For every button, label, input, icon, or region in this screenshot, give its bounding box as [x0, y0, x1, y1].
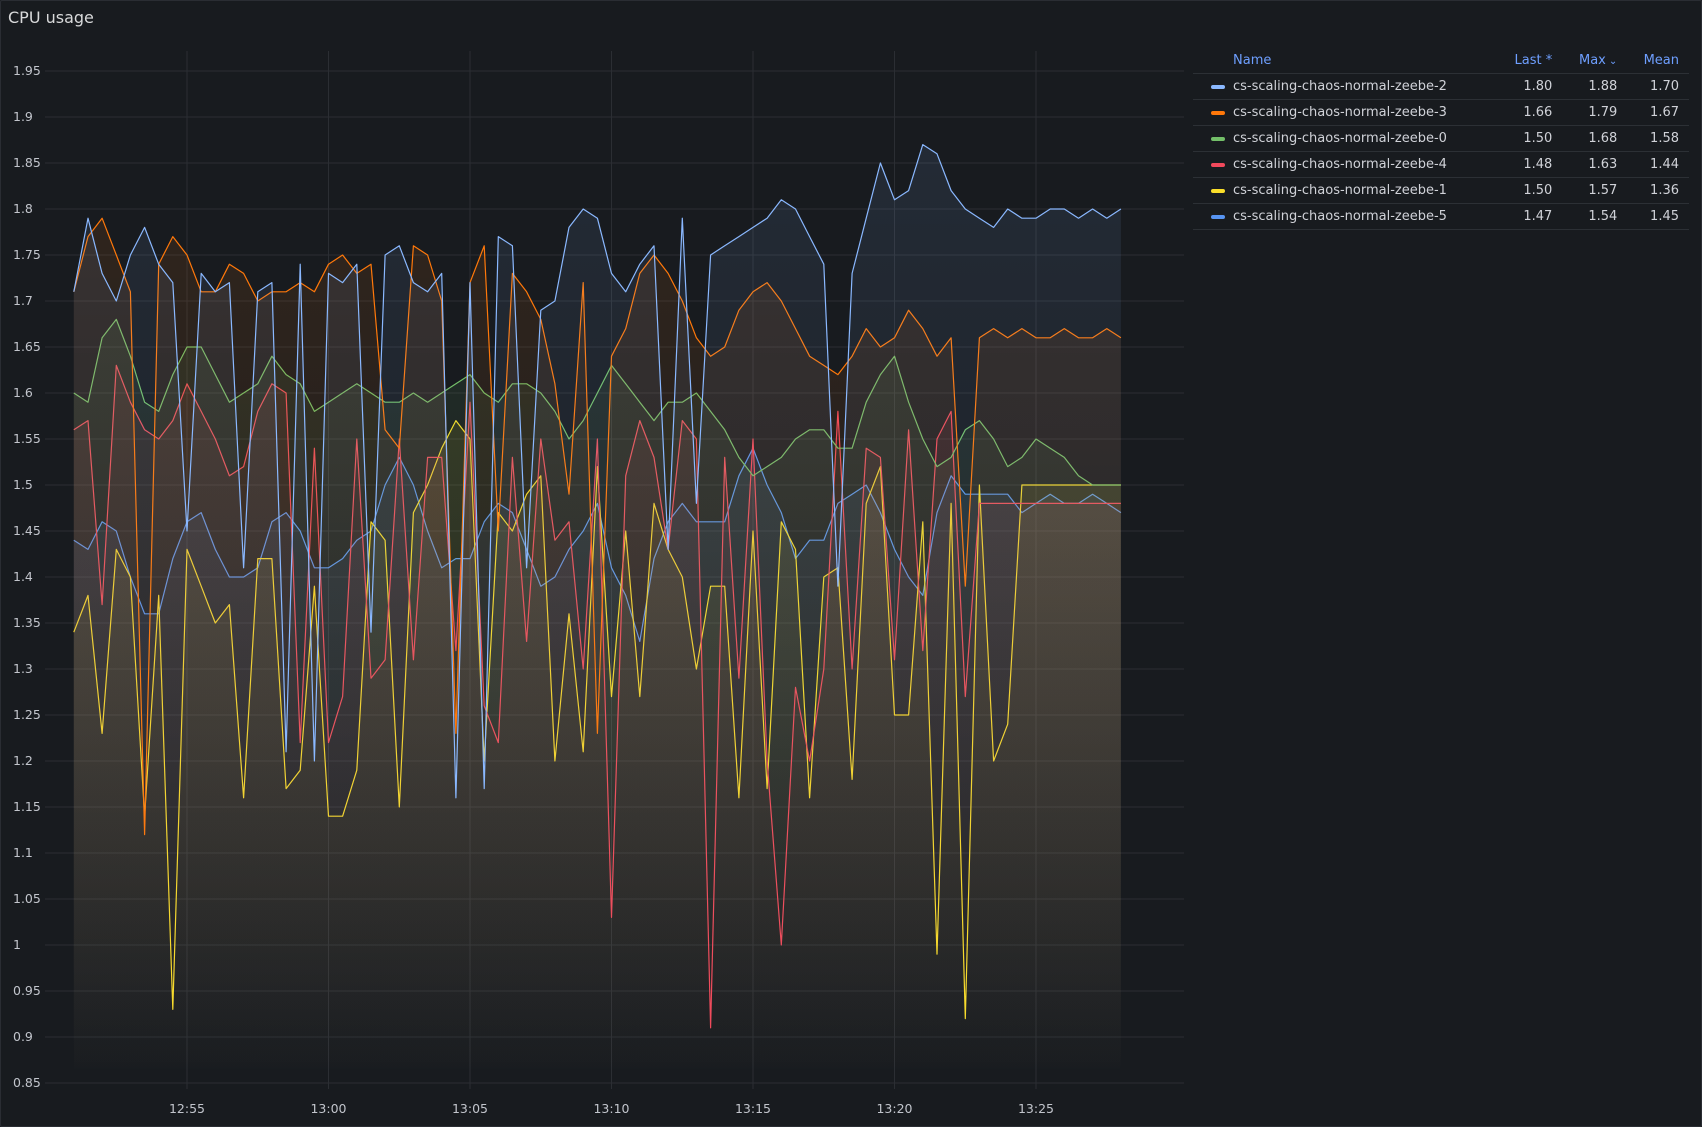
- legend-mean-value: 1.45: [1627, 203, 1689, 230]
- legend-header-max-label: Max: [1578, 52, 1606, 68]
- y-tick-label: 1.25: [13, 707, 41, 722]
- y-tick-label: 1.6: [13, 385, 33, 400]
- series-color-swatch[interactable]: [1211, 188, 1225, 193]
- legend-max-value: 1.57: [1562, 177, 1628, 204]
- y-tick-label: 1.65: [13, 339, 41, 354]
- legend-row[interactable]: cs-scaling-chaos-normal-zeebe-4 1.48 1.63 1…: [1193, 151, 1689, 178]
- legend-mean-value: 1.67: [1627, 99, 1689, 126]
- cpu-usage-chart[interactable]: 1.95 1.9 1.85 1.8 1.75 1.7 1.65 1.6 1.55 1.5 1.45 1…: [1, 1, 1191, 1126]
- legend-series-name[interactable]: cs-scaling-chaos-normal-zeebe-2: [1193, 73, 1498, 100]
- legend-mean-value: 1.70: [1627, 73, 1689, 100]
- legend-row[interactable]: cs-scaling-chaos-normal-zeebe-2 1.80 1.88 1…: [1193, 73, 1689, 100]
- legend-row[interactable]: cs-scaling-chaos-normal-zeebe-0 1.50 1.68 1…: [1193, 125, 1689, 152]
- legend-header-name[interactable]: Name: [1193, 47, 1498, 74]
- legend-max-value: 1.54: [1562, 203, 1628, 230]
- series-color-swatch[interactable]: [1211, 136, 1225, 141]
- legend-mean-value: 1.44: [1627, 151, 1689, 178]
- legend-row[interactable]: cs-scaling-chaos-normal-zeebe-1 1.50 1.57 1…: [1193, 177, 1689, 204]
- x-tick-label: 13:10: [593, 1101, 629, 1116]
- legend-mean-value: 1.36: [1627, 177, 1689, 204]
- y-tick-label: 1.75: [13, 247, 41, 262]
- legend-series-name[interactable]: cs-scaling-chaos-normal-zeebe-4: [1193, 151, 1498, 178]
- y-tick-label: 1.3: [13, 661, 33, 676]
- legend-last-value: 1.50: [1497, 177, 1563, 204]
- y-tick-label: 1.15: [13, 799, 41, 814]
- y-tick-label: 1.9: [13, 109, 33, 124]
- y-tick-label: 1.45: [13, 523, 41, 538]
- y-tick-label: 1.1: [13, 845, 33, 860]
- legend-max-value: 1.88: [1562, 73, 1628, 100]
- x-tick-label: 13:25: [1018, 1101, 1054, 1116]
- y-tick-label: 1.95: [13, 63, 41, 78]
- legend-last-value: 1.50: [1497, 125, 1563, 152]
- legend-max-value: 1.79: [1562, 99, 1628, 126]
- legend-last-value: 1.66: [1497, 99, 1563, 126]
- y-tick-label: 1.4: [13, 569, 33, 584]
- x-tick-label: 13:05: [452, 1101, 488, 1116]
- legend-series-label[interactable]: cs-scaling-chaos-normal-zeebe-5: [1233, 209, 1447, 224]
- y-tick-label: 1.85: [13, 155, 41, 170]
- legend-header-last[interactable]: Last *: [1497, 47, 1563, 74]
- legend-series-name[interactable]: cs-scaling-chaos-normal-zeebe-1: [1193, 177, 1498, 204]
- series-group: [73, 144, 1122, 1084]
- y-tick-label: 1.5: [13, 477, 33, 492]
- legend-max-value: 1.68: [1562, 125, 1628, 152]
- legend-last-value: 1.48: [1497, 151, 1563, 178]
- series-color-swatch[interactable]: [1211, 214, 1225, 219]
- legend-header-row: Name Last * Max ⌄ Mean: [1193, 47, 1689, 74]
- y-tick-label: 1.55: [13, 431, 41, 446]
- legend-header-max[interactable]: Max ⌄: [1562, 47, 1628, 74]
- y-tick-label: 0.85: [13, 1075, 41, 1090]
- y-tick-label: 1.7: [13, 293, 33, 308]
- legend-series-label[interactable]: cs-scaling-chaos-normal-zeebe-3: [1233, 105, 1447, 120]
- legend-mean-value: 1.58: [1627, 125, 1689, 152]
- legend-row[interactable]: cs-scaling-chaos-normal-zeebe-5 1.47 1.54 1…: [1193, 203, 1689, 230]
- legend-header-name-label: Name: [1233, 52, 1272, 68]
- legend-series-label[interactable]: cs-scaling-chaos-normal-zeebe-0: [1233, 131, 1447, 146]
- y-tick-label: 0.9: [13, 1029, 33, 1044]
- x-tick-label: 13:00: [310, 1101, 346, 1116]
- y-tick-label: 1.35: [13, 615, 41, 630]
- x-tick-label: 13:20: [876, 1101, 912, 1116]
- legend-series-label[interactable]: cs-scaling-chaos-normal-zeebe-1: [1233, 183, 1447, 198]
- legend-series-name[interactable]: cs-scaling-chaos-normal-zeebe-3: [1193, 99, 1498, 126]
- series-color-swatch[interactable]: [1211, 84, 1225, 89]
- panel-title[interactable]: CPU usage: [8, 8, 94, 27]
- legend-last-value: 1.80: [1497, 73, 1563, 100]
- legend-row[interactable]: cs-scaling-chaos-normal-zeebe-3 1.66 1.79 1…: [1193, 99, 1689, 126]
- y-tick-label: 1: [13, 937, 21, 952]
- y-tick-label: 1.2: [13, 753, 33, 768]
- legend-last-value: 1.47: [1497, 203, 1563, 230]
- legend-header-mean[interactable]: Mean: [1627, 47, 1689, 74]
- legend-series-label[interactable]: cs-scaling-chaos-normal-zeebe-4: [1233, 157, 1447, 172]
- legend-series-name[interactable]: cs-scaling-chaos-normal-zeebe-0: [1193, 125, 1498, 152]
- legend-max-value: 1.63: [1562, 151, 1628, 178]
- series-color-swatch[interactable]: [1211, 162, 1225, 167]
- legend-table: Name Last * Max ⌄ Mean cs-scaling-chaos-n…: [1193, 47, 1689, 230]
- y-tick-label: 0.95: [13, 983, 41, 998]
- x-tick-label: 12:55: [169, 1101, 205, 1116]
- series-area-fill: [73, 144, 1121, 1084]
- sort-descending-icon: ⌄: [1608, 55, 1618, 67]
- y-tick-label: 1.05: [13, 891, 41, 906]
- series-line[interactable]: [73, 144, 1122, 799]
- legend-series-label[interactable]: cs-scaling-chaos-normal-zeebe-2: [1233, 79, 1447, 94]
- x-tick-label: 13:15: [735, 1101, 771, 1116]
- legend-series-name[interactable]: cs-scaling-chaos-normal-zeebe-5: [1193, 203, 1498, 230]
- series-color-swatch[interactable]: [1211, 110, 1225, 115]
- y-tick-label: 1.8: [13, 201, 33, 216]
